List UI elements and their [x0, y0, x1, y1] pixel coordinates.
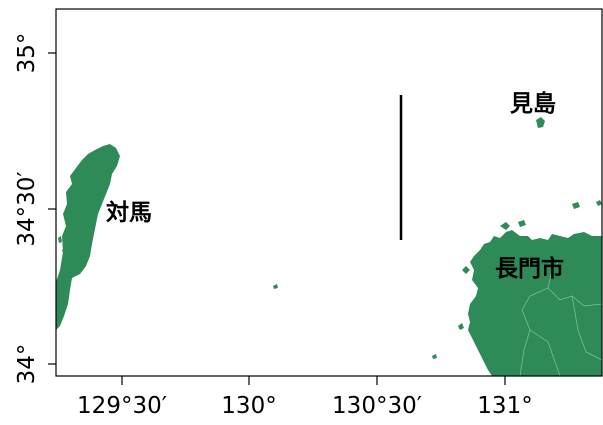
yamaguchi-mainland [432, 200, 603, 377]
y-tick-label-34: 34° [14, 344, 40, 385]
y-axis [48, 52, 56, 365]
y-tick-label-35: 35° [14, 33, 40, 74]
x-tick-label-131: 131° [477, 393, 532, 419]
mishima-island [536, 117, 545, 128]
x-tick-label-129-30: 129°30′ [77, 393, 167, 419]
x-tick-label-130-30: 130°30′ [332, 393, 422, 419]
place-label-nagato: 長門市 [495, 255, 564, 282]
place-label-tsushima: 対馬 [106, 200, 152, 226]
plot-frame [55, 8, 603, 377]
place-label-mishima: 見島 [510, 90, 556, 117]
x-tick-label-130: 130° [221, 393, 276, 419]
tsushima-island [56, 144, 120, 330]
x-axis [121, 376, 506, 385]
y-tick-label-34-30: 34°30′ [14, 171, 40, 246]
islet-small [273, 284, 278, 289]
